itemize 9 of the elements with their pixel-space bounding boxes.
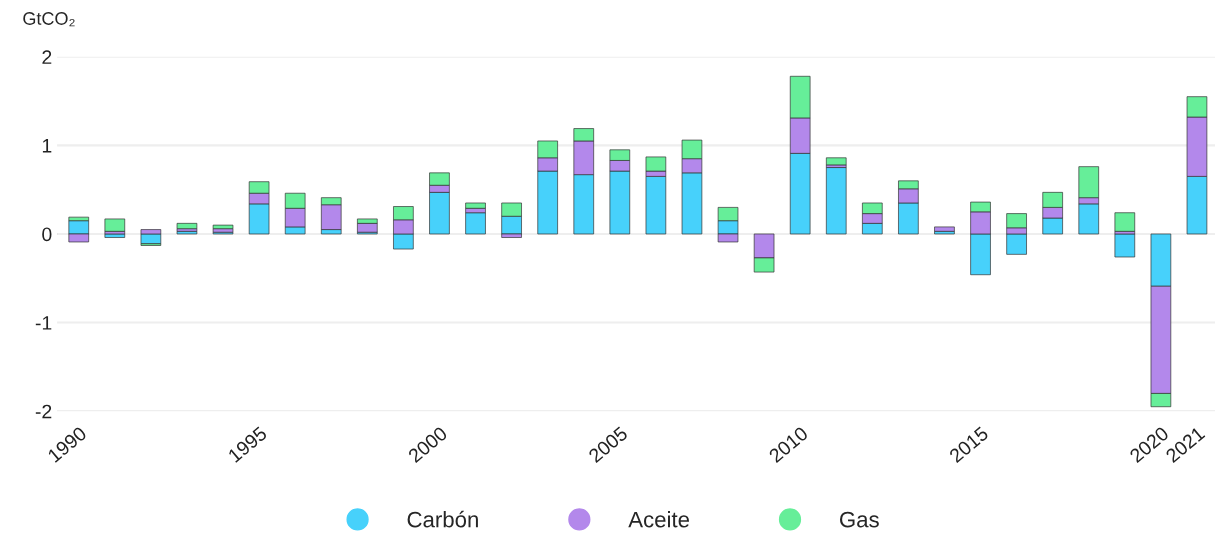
legend-label: Gas <box>840 511 879 528</box>
y-tick-label: 2 <box>42 50 52 64</box>
y-tick-label: -1 <box>35 316 52 330</box>
y-tick-label: 1 <box>42 139 52 153</box>
y-tick-label: -2 <box>35 404 52 419</box>
legend-label: Aceite <box>628 511 690 528</box>
y-tick-label: 0 <box>42 227 52 242</box>
legend-label: Carbón <box>407 510 478 528</box>
y-axis-title: GtCO₂ <box>23 12 75 27</box>
